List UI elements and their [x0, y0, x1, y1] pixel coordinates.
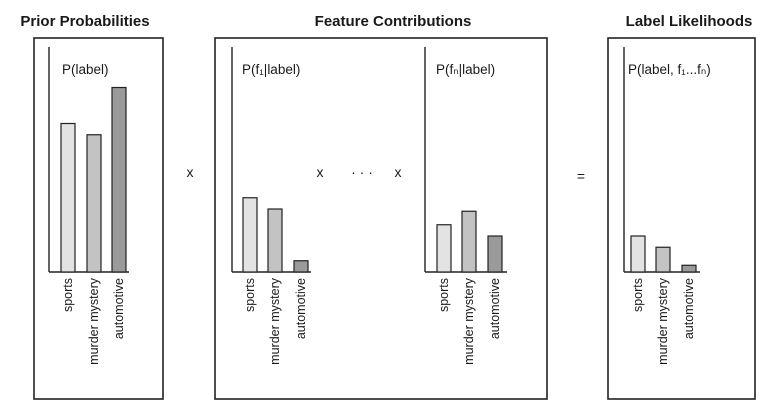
bar-automotive: [111, 86, 127, 273]
category-label: automotive: [682, 278, 696, 339]
ellipsis: · · ·: [351, 164, 373, 180]
multiply-operator: x: [395, 164, 402, 180]
equals-operator: =: [577, 168, 585, 184]
category-label: automotive: [112, 278, 126, 339]
bar-automotive: [681, 264, 697, 273]
bar-sports: [60, 122, 76, 273]
multiply-operator: x: [187, 164, 194, 180]
category-label: murder mystery: [87, 277, 101, 365]
category-label: automotive: [294, 278, 308, 339]
chart-feature-1-contribution: P(f₁|label) sports murder mystery automotiv…: [231, 47, 311, 365]
bar-murder-mystery: [267, 208, 283, 273]
multiply-operator: x: [317, 164, 324, 180]
bar-automotive: [293, 260, 309, 273]
heading-label-likelihoods: Label Likelihoods: [626, 13, 753, 30]
chart-title: P(label, f₁...fₙ): [628, 62, 711, 77]
heading-prior-probabilities: Prior Probabilities: [20, 13, 149, 30]
chart-title: P(fₙ|label): [436, 62, 495, 77]
panel-likelihoods: [607, 37, 756, 400]
chart-title: P(f₁|label): [242, 62, 300, 77]
chart-feature-n-contribution: P(fₙ|label) sports murder mystery automotiv…: [424, 47, 507, 365]
category-label: sports: [437, 278, 451, 312]
panel-prior: [33, 37, 164, 400]
heading-feature-contributions: Feature Contributions: [315, 13, 472, 30]
panel-features: [214, 37, 548, 400]
category-label: sports: [61, 278, 75, 312]
bar-automotive: [487, 235, 503, 273]
category-label: sports: [243, 278, 257, 312]
category-label: sports: [631, 278, 645, 312]
category-label: automotive: [488, 278, 502, 339]
chart-title: P(label): [62, 62, 109, 77]
bar-sports: [436, 224, 452, 273]
bar-sports: [242, 197, 258, 273]
bar-murder-mystery: [86, 134, 102, 273]
chart-label-likelihoods: P(label, f₁...fₙ) sports murder mystery aut…: [623, 47, 711, 365]
bar-sports: [630, 235, 646, 273]
category-label: murder mystery: [656, 277, 670, 365]
chart-prior-probabilities: P(label) sports murder mystery automotive: [48, 47, 129, 365]
bar-murder-mystery: [655, 246, 671, 273]
bar-murder-mystery: [461, 210, 477, 273]
category-label: murder mystery: [268, 277, 282, 365]
category-label: murder mystery: [462, 277, 476, 365]
